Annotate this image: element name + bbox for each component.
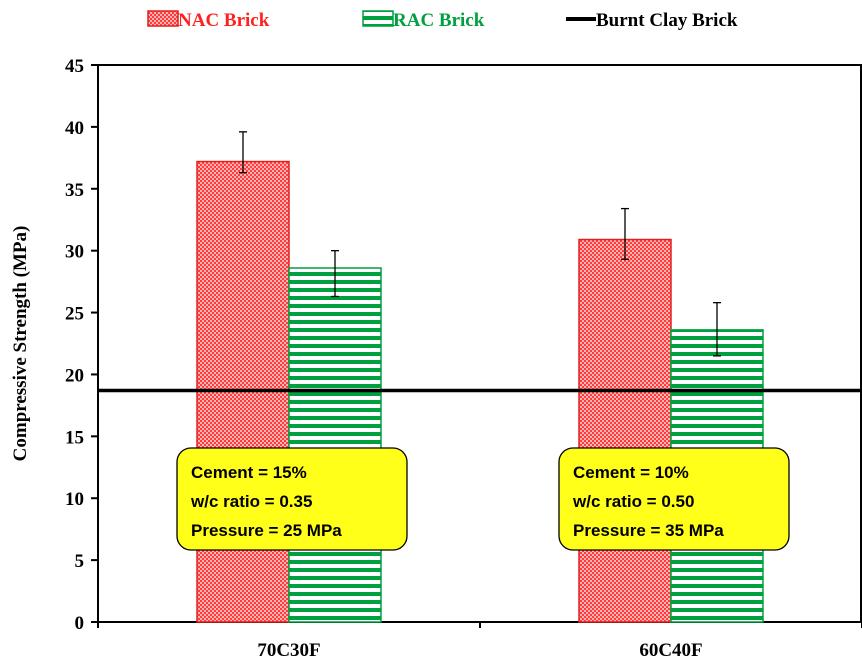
y-tick-label: 20 (65, 365, 84, 386)
annotation-line: w/c ratio = 0.35 (190, 492, 312, 511)
legend: NAC Brick RAC Brick Burnt Clay Brick (147, 10, 738, 31)
annotation-line: Pressure = 25 MPa (191, 521, 342, 540)
legend-label: NAC Brick (178, 10, 270, 31)
legend-label: RAC Brick (393, 10, 485, 31)
annotation-line: Pressure = 35 MPa (573, 521, 724, 540)
y-axis-title: Compressive Strength (MPa) (10, 226, 31, 462)
x-tick-label: 60C40F (639, 640, 702, 661)
y-tick-label: 25 (65, 304, 84, 325)
axes: 0 5 10 15 20 25 30 35 40 45 Compressive Strength (… (10, 56, 862, 661)
y-tick-label: 35 (65, 180, 84, 201)
annotation-box (176, 447, 408, 551)
annotation-line: Cement = 15% (191, 463, 307, 482)
annotation-line: Cement = 10% (573, 463, 689, 482)
annotation-line: w/c ratio = 0.50 (572, 492, 694, 511)
annotations: Cement = 15% w/c ratio = 0.35 Pressure = 2… (176, 447, 790, 551)
legend-swatch-nac-brick (147, 10, 179, 27)
y-tick-label: 45 (65, 56, 84, 77)
y-tick-label: 10 (65, 489, 84, 510)
legend-label: Burnt Clay Brick (596, 10, 738, 31)
y-tick-label: 5 (75, 551, 85, 572)
y-tick-label: 0 (75, 613, 85, 634)
y-tick-label: 30 (65, 242, 84, 263)
bar-rac-brick (288, 267, 382, 623)
legend-swatch-rac-brick (362, 10, 394, 27)
y-tick-label: 40 (65, 118, 84, 139)
annotation-box (558, 447, 790, 551)
bar-nac-brick (578, 238, 672, 623)
x-tick-label: 70C30F (257, 640, 320, 661)
y-tick-label: 15 (65, 427, 84, 448)
